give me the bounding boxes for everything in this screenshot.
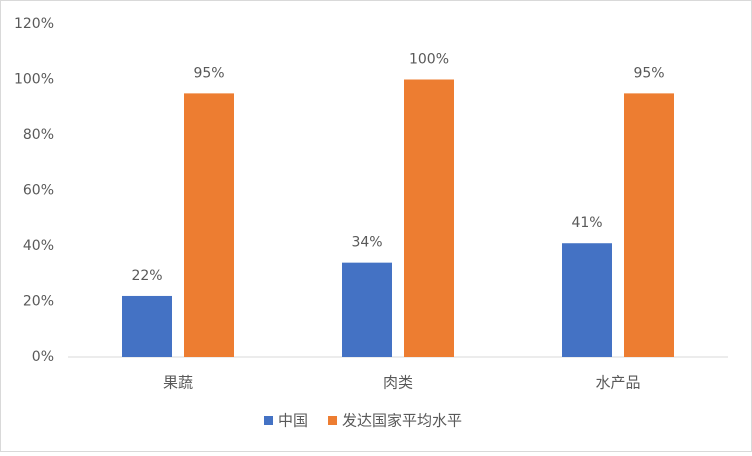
bar [184, 93, 234, 357]
bar [122, 295, 172, 357]
y-tick-label: 40% [23, 238, 54, 254]
bar [562, 243, 612, 357]
value-label: 41% [571, 215, 602, 231]
x-tick-label: 水产品 [595, 374, 640, 392]
bar [624, 93, 674, 357]
value-label: 95% [193, 65, 224, 81]
legend-label: 中国 [278, 412, 308, 430]
legend-swatch [264, 416, 273, 425]
legend-label: 发达国家平均水平 [342, 412, 462, 430]
y-tick-label: 20% [23, 294, 54, 310]
bar [342, 262, 392, 357]
bar [404, 79, 454, 357]
y-tick-label: 80% [23, 127, 54, 143]
value-label: 22% [131, 268, 162, 284]
value-label: 95% [633, 65, 664, 81]
x-tick-label: 果蔬 [163, 374, 193, 392]
x-tick-label: 肉类 [383, 374, 413, 392]
y-tick-label: 0% [32, 349, 54, 365]
y-tick-label: 120% [14, 16, 54, 32]
value-label: 100% [409, 52, 449, 68]
legend-swatch [328, 416, 338, 425]
y-tick-label: 60% [23, 183, 54, 199]
value-label: 34% [351, 235, 382, 251]
y-tick-label: 100% [14, 72, 54, 88]
